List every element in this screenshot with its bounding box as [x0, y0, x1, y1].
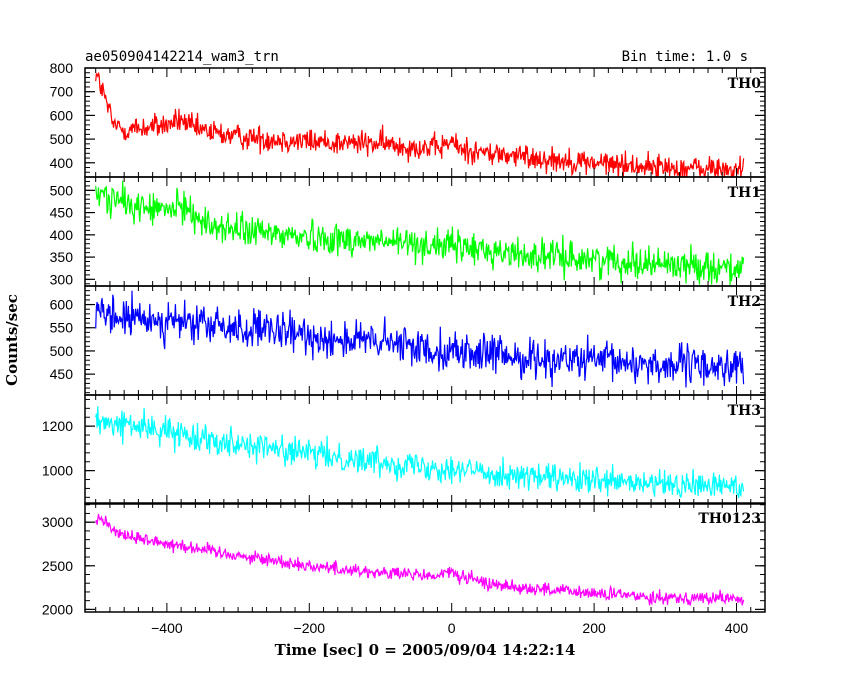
x-tick-label: −400: [151, 620, 183, 636]
y-tick-label: 400: [50, 155, 74, 171]
y-tick-label: 2000: [42, 601, 73, 617]
panel-th0123: 2000 2500 3000 TH0123: [42, 502, 766, 617]
y-tick-label: 700: [50, 84, 74, 100]
series-line-th1: [95, 180, 745, 286]
panel-th1: 300 350 400 450 500 TH1: [50, 176, 766, 287]
x-axis-label: Time [sec] 0 = 2005/09/04 14:22:14: [275, 641, 576, 659]
x-axis: −400 −200 0 200 400: [151, 620, 748, 636]
panel-label-th0: TH0: [728, 76, 762, 92]
y-tick-label: 3000: [42, 514, 73, 530]
panels-group: 400 500 600 700 800 TH0 300 350 400 450 500 TH1 450 5…: [42, 60, 766, 617]
x-tick-label: −200: [294, 620, 326, 636]
chart-title: ae050904142214_wam3_trn: [85, 49, 279, 65]
panel-label-th2: TH2: [728, 294, 761, 310]
x-tick-label: 0: [448, 620, 456, 636]
y-tick-label: 500: [50, 343, 74, 359]
series-line-th2: [95, 290, 745, 388]
y-axis-label: Counts/sec: [3, 294, 21, 386]
panel-frame: [84, 394, 766, 505]
panel-label-th0123: TH0123: [698, 511, 761, 527]
y-tick-label: 1200: [42, 418, 73, 434]
panel-th3: 1000 1200 TH3: [42, 394, 766, 505]
x-tick-label: 400: [725, 620, 749, 636]
y-tick-label: 2500: [42, 558, 73, 574]
y-tick-label: 600: [50, 297, 74, 313]
series-line-th0123: [95, 513, 745, 606]
y-tick-label: 1000: [42, 463, 73, 479]
y-tick-label: 800: [50, 60, 74, 76]
y-tick-label: 500: [50, 131, 74, 147]
y-tick-label: 450: [50, 205, 74, 221]
series-line-th0: [95, 72, 745, 177]
y-tick-label: 550: [50, 320, 74, 336]
bin-time-label: Bin time: 1.0 s: [622, 49, 748, 65]
y-tick-label: 600: [50, 107, 74, 123]
y-tick-label: 350: [50, 249, 74, 265]
y-tick-label: 300: [50, 271, 74, 287]
y-tick-label: 500: [50, 182, 74, 198]
x-tick-label: 200: [582, 620, 606, 636]
y-tick-label: 450: [50, 366, 74, 382]
series-line-th3: [95, 406, 745, 499]
y-tick-label: 400: [50, 227, 74, 243]
panel-label-th1: TH1: [728, 185, 761, 201]
panel-label-th3: TH3: [728, 403, 761, 419]
